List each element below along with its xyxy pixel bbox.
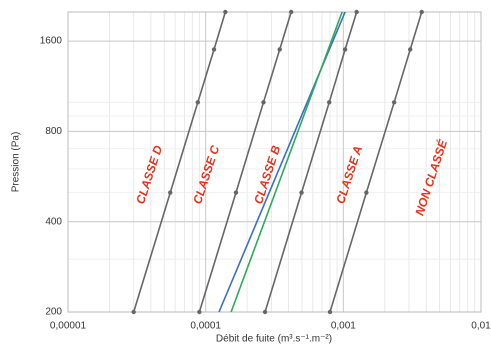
point: [197, 309, 202, 315]
point: [288, 9, 294, 15]
y-tick-label: 800: [45, 126, 62, 137]
point: [131, 309, 136, 315]
x-axis-label: Débit de fuite (m³.s⁻¹.m⁻²): [216, 334, 332, 345]
annotation: CLASSE D: [133, 143, 165, 205]
annotation: CLASSE C: [190, 143, 222, 205]
annotation: CLASSE B: [251, 143, 283, 205]
point: [195, 100, 201, 105]
x-tick-label: 0,00001: [50, 321, 87, 332]
point: [168, 190, 173, 195]
y-axis-label: Pression (Pa): [11, 132, 22, 193]
point: [261, 100, 266, 105]
point: [364, 190, 369, 195]
point: [327, 309, 333, 315]
annotation: CLASSE A: [333, 144, 365, 206]
point: [262, 309, 268, 315]
point: [408, 47, 413, 52]
point: [419, 9, 424, 15]
point: [277, 47, 282, 52]
y-tick-label: 200: [45, 307, 62, 318]
point: [223, 9, 228, 15]
y-tick-label: 400: [45, 216, 62, 227]
y-tick-label: 1600: [40, 36, 63, 47]
point: [342, 47, 348, 52]
plot-frame: [67, 11, 482, 313]
series-line: [230, 11, 343, 313]
point: [299, 190, 304, 195]
x-tick-label: 0,01: [471, 321, 491, 332]
point: [327, 100, 332, 105]
point: [233, 190, 239, 195]
point: [354, 9, 359, 15]
point: [391, 100, 397, 105]
point: [211, 47, 217, 52]
x-tick-label: 0,001: [331, 321, 356, 332]
x-tick-label: 0,0001: [190, 321, 221, 332]
